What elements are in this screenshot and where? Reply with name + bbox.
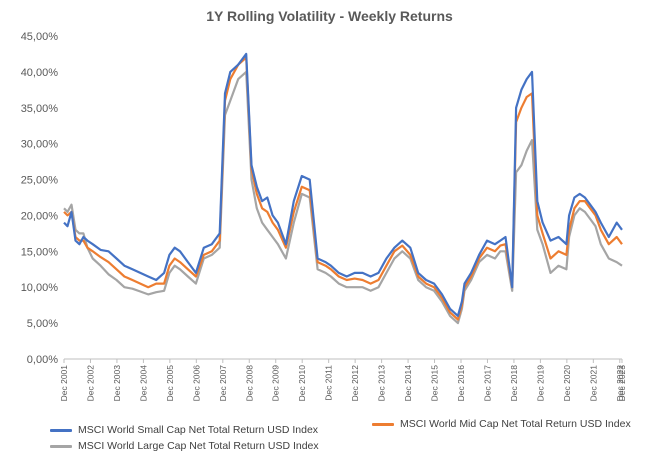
y-axis-labels: 0,00% 5,00% 10,00% 15,00% 20,00% 25,00% 30,00%… xyxy=(21,31,59,366)
y-tick-label: 10,00% xyxy=(21,282,59,294)
x-tick-label: Dec 2007 xyxy=(218,365,228,402)
series-lines xyxy=(63,52,623,325)
x-axis-labels: Dec 2001 Dec 2002 Dec 2003 Dec 2004 Dec 2005… xyxy=(59,365,627,402)
x-tick-label: Dec 2019 xyxy=(535,365,545,402)
x-tick-label: Dec 2020 xyxy=(562,365,572,402)
x-tick-label: Dec 2004 xyxy=(138,365,148,402)
x-tick-label: Dec 2017 xyxy=(482,365,492,402)
x-tick-label: Dec 2006 xyxy=(191,365,201,402)
y-tick-label: 30,00% xyxy=(21,139,59,151)
x-tick-label: Dec 2022 xyxy=(615,365,625,402)
y-tick-label: 35,00% xyxy=(21,103,59,115)
x-tick-label: Dec 2015 xyxy=(430,365,440,402)
x-tick-label: Dec 2009 xyxy=(271,365,281,402)
legend-swatch-small-cap xyxy=(50,428,72,432)
y-tick-label: 45,00% xyxy=(21,31,59,43)
y-tick-label: 0,00% xyxy=(27,354,58,366)
x-axis-ticks xyxy=(63,359,623,363)
y-tick-label: 20,00% xyxy=(21,210,59,222)
legend-item-mid-cap: MSCI World Mid Cap Net Total Return USD … xyxy=(372,418,631,430)
y-tick-label: 25,00% xyxy=(21,175,59,187)
x-tick-label: Dec 2003 xyxy=(112,365,122,402)
x-tick-label: Dec 2002 xyxy=(85,365,95,402)
legend-label-large-cap: MSCI World Large Cap Net Total Return US… xyxy=(78,440,319,452)
x-tick-label: Dec 2016 xyxy=(456,365,466,402)
y-tick-label: 5,00% xyxy=(27,318,58,330)
legend-item-large-cap: MSCI World Large Cap Net Total Return US… xyxy=(50,440,319,452)
x-tick-label: Dec 2014 xyxy=(403,365,413,402)
x-tick-label: Dec 2008 xyxy=(244,365,254,402)
x-tick-label: Dec 2023 xyxy=(617,365,627,402)
legend-label-small-cap: MSCI World Small Cap Net Total Return US… xyxy=(78,424,319,436)
series-line-large-cap xyxy=(63,70,623,325)
x-tick-label: Dec 2011 xyxy=(324,365,334,401)
legend-label-mid-cap: MSCI World Mid Cap Net Total Return USD … xyxy=(400,418,631,430)
x-tick-label: Dec 2018 xyxy=(509,365,519,402)
x-tick-label: Dec 2010 xyxy=(297,365,307,402)
legend-swatch-mid-cap xyxy=(372,422,394,426)
x-tick-label: Dec 2005 xyxy=(165,365,175,402)
y-tick-label: 15,00% xyxy=(21,246,59,258)
x-tick-label: Dec 2013 xyxy=(377,365,387,402)
x-tick-label: Dec 2001 xyxy=(59,365,69,402)
series-line-mid-cap xyxy=(63,56,623,321)
series-line-small-cap xyxy=(63,52,623,317)
x-tick-label: Dec 2012 xyxy=(350,365,360,402)
legend-item-small-cap: MSCI World Small Cap Net Total Return US… xyxy=(50,424,318,436)
y-tick-label: 40,00% xyxy=(21,67,59,79)
legend-swatch-large-cap xyxy=(50,444,72,448)
chart-title: 1Y Rolling Volatility - Weekly Returns xyxy=(206,8,453,24)
x-tick-label: Dec 2021 xyxy=(588,365,598,402)
